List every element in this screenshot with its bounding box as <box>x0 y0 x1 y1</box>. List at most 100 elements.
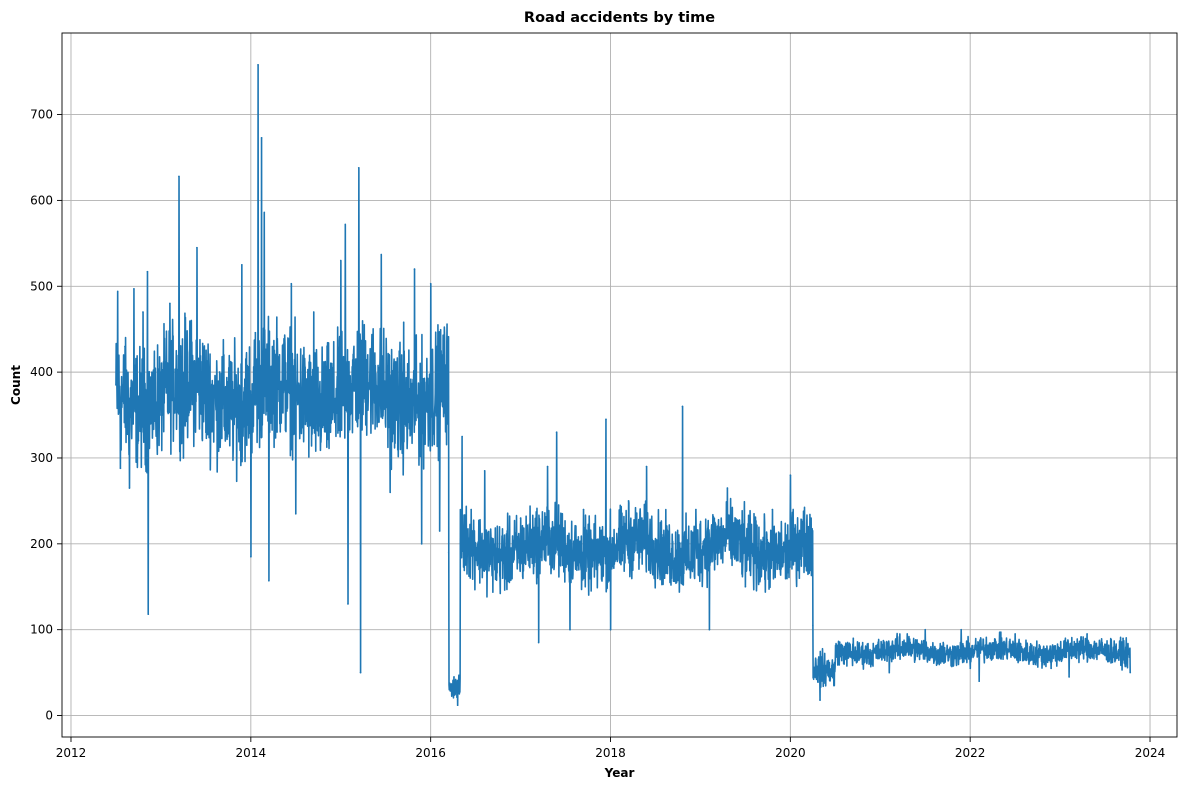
data-point <box>726 487 729 489</box>
data-point <box>133 288 135 290</box>
data-point <box>380 253 383 256</box>
data-point <box>924 628 927 631</box>
data-point <box>413 268 416 270</box>
data-point <box>627 500 630 502</box>
data-point <box>146 270 149 273</box>
data-point <box>960 628 962 631</box>
x-tick-label: 2016 <box>415 746 446 760</box>
x-tick-label: 2022 <box>955 746 986 760</box>
series-layer <box>115 63 1132 707</box>
data-point <box>1086 633 1088 635</box>
data-point <box>178 175 180 178</box>
data-point <box>969 667 971 670</box>
data-point <box>942 641 945 644</box>
data-point <box>996 646 998 648</box>
data-point <box>429 282 432 285</box>
data-point <box>182 457 185 459</box>
data-point <box>906 633 909 635</box>
data-point <box>1032 654 1034 657</box>
data-point <box>254 331 257 334</box>
data-point <box>330 362 333 365</box>
data-point <box>537 641 540 644</box>
data-point <box>137 440 140 442</box>
plot-frame <box>61 32 1178 738</box>
x-tick-label: 2020 <box>775 746 806 760</box>
data-point <box>223 354 225 356</box>
y-tick-label: 500 <box>30 279 53 293</box>
data-point <box>483 470 486 472</box>
data-point <box>449 688 452 691</box>
data-point <box>798 577 801 579</box>
data-point <box>268 579 270 582</box>
data-point <box>819 699 821 701</box>
data-point <box>250 555 252 558</box>
data-point <box>456 704 459 707</box>
x-axis-title: Year <box>604 766 635 780</box>
y-tick-label: 400 <box>30 365 53 379</box>
data-point <box>142 311 144 313</box>
data-point <box>196 246 198 249</box>
data-point <box>446 341 448 343</box>
data-point <box>546 465 549 468</box>
data-point <box>453 676 455 678</box>
data-point <box>294 512 297 515</box>
data-point <box>461 435 463 438</box>
data-point <box>1014 633 1016 635</box>
series-line-0 <box>115 63 1131 707</box>
data-point <box>771 508 774 511</box>
data-point <box>870 654 873 657</box>
data-point <box>116 290 119 293</box>
data-point <box>241 264 243 266</box>
chart-title: Road accidents by time <box>524 10 715 26</box>
data-point <box>402 321 405 324</box>
data-point <box>260 136 263 139</box>
data-point <box>347 603 349 605</box>
data-point <box>681 405 684 408</box>
data-point <box>115 384 117 386</box>
data-point <box>1129 671 1132 674</box>
data-point <box>1104 654 1106 657</box>
y-tick-label: 700 <box>30 108 53 122</box>
data-point <box>357 166 360 169</box>
data-point <box>605 418 607 421</box>
data-point <box>582 508 585 511</box>
data-point <box>359 671 362 674</box>
data-point <box>124 345 126 348</box>
data-point <box>812 624 814 627</box>
data-point <box>312 311 315 313</box>
x-tick-label: 2014 <box>236 746 267 760</box>
data-point <box>807 525 810 528</box>
data-point <box>263 211 266 214</box>
data-point <box>834 658 837 661</box>
data-point <box>447 551 450 554</box>
data-point <box>438 530 441 532</box>
data-point <box>257 63 259 66</box>
x-tick-label: 2012 <box>56 746 87 760</box>
data-point <box>888 671 891 674</box>
data-point <box>852 637 855 640</box>
data-point <box>1068 676 1070 678</box>
data-point <box>128 487 131 489</box>
data-point <box>169 302 171 305</box>
data-point <box>1122 637 1124 640</box>
data-point <box>519 517 522 519</box>
data-point <box>609 628 612 631</box>
data-point <box>205 431 207 434</box>
data-point <box>160 414 162 416</box>
data-point <box>978 680 980 682</box>
data-point <box>708 628 711 631</box>
data-point <box>389 491 392 494</box>
data-point <box>663 577 666 579</box>
y-tick-label: 0 <box>45 709 53 723</box>
x-tick-label: 2018 <box>595 746 626 760</box>
data-point <box>470 508 472 511</box>
data-point <box>645 465 648 468</box>
y-tick-label: 300 <box>30 451 53 465</box>
data-point <box>744 585 747 588</box>
data-point <box>344 223 347 226</box>
ticks: 2012 2014 2016 2018 2020 2022 2024 0 100 200 300 40… <box>30 108 1165 760</box>
data-point <box>420 543 423 545</box>
y-tick-label: 100 <box>30 623 53 637</box>
y-tick-label: 200 <box>30 537 53 551</box>
